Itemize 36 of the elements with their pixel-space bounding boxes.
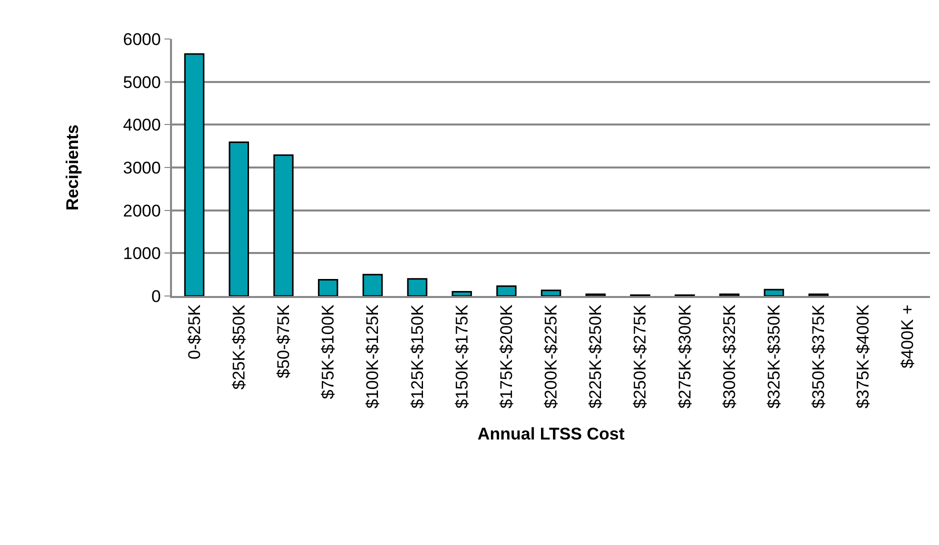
x-tick-label: $200K-$225K — [542, 304, 561, 409]
y-tick-label: 0 — [151, 286, 161, 306]
x-axis-title: Annual LTSS Cost — [477, 424, 625, 444]
bar — [540, 290, 562, 296]
y-axis-title: Recipients — [63, 124, 82, 210]
x-tick-label: $400K + — [898, 304, 918, 368]
x-tick-label: $325K-$350K — [764, 304, 784, 409]
x-tick-label: $375K-$400K — [854, 304, 873, 409]
x-tick-label: $50-$75K — [274, 304, 293, 378]
bar — [407, 278, 428, 296]
bar — [228, 141, 249, 296]
x-tick-label: $250K-$275K — [630, 304, 650, 409]
x-tick-label: $150K-$175K — [452, 304, 472, 409]
bar — [184, 53, 204, 296]
bar — [764, 288, 784, 296]
x-tick-label: $350K-$375K — [809, 304, 828, 409]
x-tick-label: $125K-$150K — [408, 304, 427, 409]
bar — [452, 290, 472, 296]
bar — [496, 285, 517, 296]
bar — [273, 154, 294, 296]
x-tick-label: $75K-$100K — [318, 304, 338, 400]
y-tick-label: 5000 — [123, 72, 161, 92]
x-tick-label: $225K-$250K — [586, 304, 606, 409]
y-tick-label: 4000 — [123, 116, 161, 135]
x-tick-label: $300K-$325K — [720, 304, 739, 409]
x-tick-label: $175K-$200K — [496, 304, 516, 409]
y-tick-label: 3000 — [123, 158, 161, 178]
x-tick-label: 0-$25K — [184, 304, 204, 360]
bar — [318, 278, 338, 296]
x-tick-label: $25K-$50K — [229, 304, 248, 390]
y-tick-label: 2000 — [123, 201, 161, 220]
bar — [362, 274, 383, 296]
y-tick-label: 1000 — [123, 244, 161, 264]
y-tick-label: 6000 — [123, 30, 161, 49]
x-tick-label: $100K-$125K — [363, 304, 382, 409]
x-tick-label: $275K-$300K — [675, 304, 694, 409]
